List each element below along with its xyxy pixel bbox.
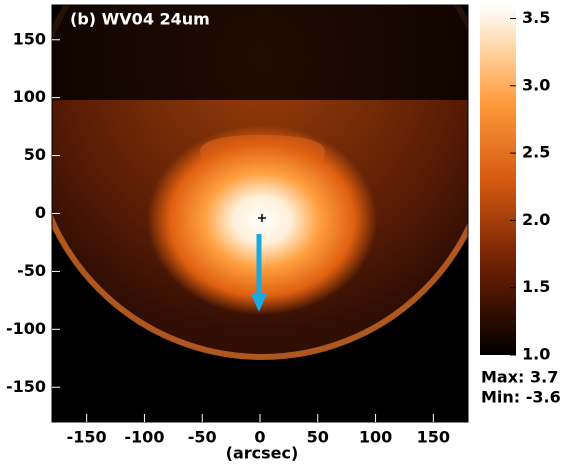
colorbar-tick-label: 2.5: [522, 143, 550, 162]
x-tick-label: -150: [67, 428, 107, 447]
x-tick-label: 100: [359, 428, 392, 447]
colorbar-tick-label: 3.0: [522, 75, 550, 94]
chart: (b) WV04 24um (arcsec) Max: 3.7 Min: -3.…: [0, 0, 562, 464]
image: [30, 0, 494, 422]
annotation: Max: 3.7: [481, 368, 558, 387]
x-tick-label: -100: [124, 428, 164, 447]
y-tick-label: 100: [13, 87, 46, 106]
x-tick-label: -50: [188, 428, 217, 447]
colorbar-tick-label: 2.0: [522, 210, 550, 229]
colorbar: [480, 5, 516, 355]
y-tick-label: -50: [17, 261, 46, 280]
y-tick-label: -150: [6, 377, 46, 396]
annotation: Min: -3.6: [481, 388, 561, 407]
y-tick-label: 0: [35, 203, 46, 222]
y-tick-label: 150: [13, 29, 46, 48]
colorbar-tick-label: 1.5: [522, 277, 550, 296]
y-tick-label: 50: [24, 145, 46, 164]
colorbar-tick-label: 3.5: [522, 8, 550, 27]
x-tick-label: 0: [254, 428, 265, 447]
title: (b) WV04 24um: [70, 10, 210, 29]
y-tick-label: -100: [6, 319, 46, 338]
x-tick-label: 50: [307, 428, 329, 447]
x-tick-label: 150: [417, 428, 450, 447]
colorbar-tick-label: 1.0: [522, 345, 550, 364]
